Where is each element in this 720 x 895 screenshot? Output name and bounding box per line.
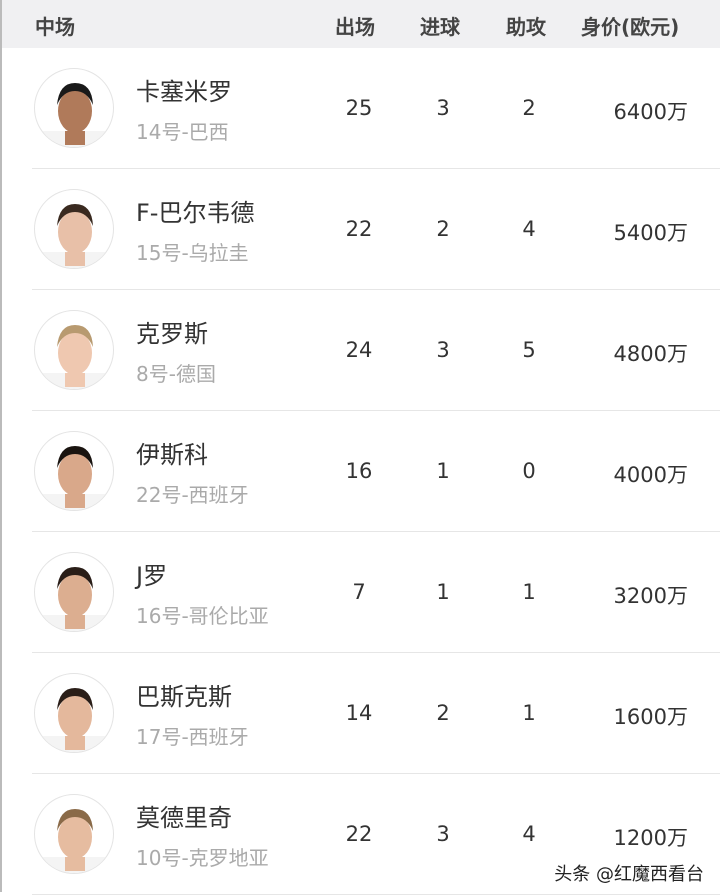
- goals-value: 2: [436, 217, 450, 241]
- apps-value: 22: [345, 822, 373, 846]
- player-name: 卡塞米罗: [136, 78, 232, 106]
- apps-value: 24: [345, 338, 373, 362]
- player-avatar: [34, 431, 114, 511]
- player-avatar: [34, 673, 114, 753]
- assists-value: 1: [522, 580, 536, 604]
- player-number-country: 14号-巴西: [136, 120, 229, 144]
- player-row[interactable]: 伊斯科 22号-西班牙 16 1 0 4000万: [32, 411, 720, 532]
- player-name: F-巴尔韦德: [136, 199, 255, 227]
- position-header: 中场: [35, 15, 75, 39]
- player-number-country: 15号-乌拉圭: [136, 241, 249, 265]
- watermark: 头条 @红魔西看台: [554, 864, 704, 885]
- goals-value: 3: [436, 822, 450, 846]
- assists-value: 2: [522, 96, 536, 120]
- player-name: 莫德里奇: [136, 804, 232, 832]
- player-name: 巴斯克斯: [136, 683, 232, 711]
- assists-value: 0: [522, 459, 536, 483]
- table-header: 中场 出场 进球 助攻 身价(欧元): [2, 0, 720, 48]
- goals-value: 1: [436, 459, 450, 483]
- apps-value: 16: [345, 459, 373, 483]
- player-row[interactable]: F-巴尔韦德 15号-乌拉圭 22 2 4 5400万: [32, 169, 720, 290]
- player-row[interactable]: 克罗斯 8号-德国 24 3 5 4800万: [32, 290, 720, 411]
- value-header: 身价(欧元): [581, 15, 680, 39]
- player-number-country: 8号-德国: [136, 362, 216, 386]
- goals-header: 进球: [420, 15, 460, 39]
- assists-header: 助攻: [506, 15, 546, 39]
- assists-value: 5: [522, 338, 536, 362]
- apps-header: 出场: [335, 15, 375, 39]
- player-name: 克罗斯: [136, 320, 208, 348]
- player-name: J罗: [136, 562, 168, 590]
- apps-value: 22: [345, 217, 373, 241]
- market-value: 1200万: [613, 826, 688, 850]
- market-value: 4000万: [613, 463, 688, 487]
- market-value: 1600万: [613, 705, 688, 729]
- apps-value: 7: [352, 580, 366, 604]
- market-value: 5400万: [613, 221, 688, 245]
- apps-value: 25: [345, 96, 373, 120]
- player-avatar: [34, 189, 114, 269]
- player-row[interactable]: 巴斯克斯 17号-西班牙 14 2 1 1600万: [32, 653, 720, 774]
- player-avatar: [34, 552, 114, 632]
- player-name: 伊斯科: [136, 441, 208, 469]
- goals-value: 3: [436, 338, 450, 362]
- assists-value: 4: [522, 822, 536, 846]
- assists-value: 1: [522, 701, 536, 725]
- market-value: 6400万: [613, 100, 688, 124]
- player-avatar: [34, 794, 114, 874]
- apps-value: 14: [345, 701, 373, 725]
- goals-value: 1: [436, 580, 450, 604]
- player-number-country: 10号-克罗地亚: [136, 846, 269, 870]
- player-number-country: 16号-哥伦比亚: [136, 604, 269, 628]
- market-value: 3200万: [613, 584, 688, 608]
- market-value: 4800万: [613, 342, 688, 366]
- player-row[interactable]: J罗 16号-哥伦比亚 7 1 1 3200万: [32, 532, 720, 653]
- player-number-country: 17号-西班牙: [136, 725, 249, 749]
- goals-value: 2: [436, 701, 450, 725]
- player-row[interactable]: 卡塞米罗 14号-巴西 25 3 2 6400万: [32, 48, 720, 169]
- player-avatar: [34, 68, 114, 148]
- assists-value: 4: [522, 217, 536, 241]
- goals-value: 3: [436, 96, 450, 120]
- player-avatar: [34, 310, 114, 390]
- player-number-country: 22号-西班牙: [136, 483, 249, 507]
